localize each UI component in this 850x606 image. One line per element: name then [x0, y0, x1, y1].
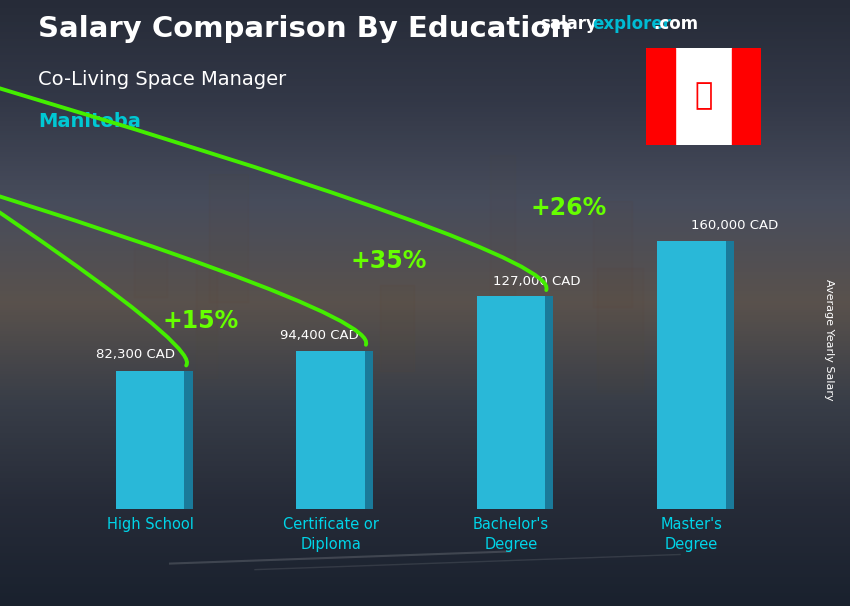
- Text: 127,000 CAD: 127,000 CAD: [493, 275, 581, 287]
- Text: +26%: +26%: [530, 196, 607, 220]
- Text: Average Yearly Salary: Average Yearly Salary: [824, 279, 834, 400]
- Text: +35%: +35%: [350, 249, 427, 273]
- Bar: [732, 48, 761, 145]
- Text: .com: .com: [654, 15, 699, 33]
- Bar: [646, 48, 675, 145]
- Bar: [78, 364, 126, 438]
- Text: 160,000 CAD: 160,000 CAD: [691, 219, 779, 232]
- Text: Co-Living Space Manager: Co-Living Space Manager: [38, 70, 286, 88]
- Bar: [250, 222, 270, 302]
- Text: 82,300 CAD: 82,300 CAD: [96, 348, 175, 361]
- Text: explorer: explorer: [592, 15, 672, 33]
- Text: Salary Comparison By Education: Salary Comparison By Education: [38, 15, 571, 43]
- Bar: [490, 193, 536, 336]
- Polygon shape: [116, 371, 184, 509]
- Polygon shape: [726, 241, 734, 509]
- Polygon shape: [365, 351, 373, 509]
- Text: +15%: +15%: [162, 308, 239, 333]
- Polygon shape: [657, 241, 726, 509]
- Polygon shape: [184, 371, 193, 509]
- Polygon shape: [545, 296, 553, 509]
- Text: 🍁: 🍁: [694, 81, 712, 110]
- Bar: [239, 167, 286, 310]
- Text: 94,400 CAD: 94,400 CAD: [280, 329, 359, 342]
- Bar: [543, 385, 560, 457]
- Bar: [717, 319, 764, 444]
- Text: Manitoba: Manitoba: [38, 112, 141, 131]
- Text: salary: salary: [540, 15, 597, 33]
- Polygon shape: [297, 351, 365, 509]
- Polygon shape: [477, 296, 545, 509]
- Bar: [215, 281, 238, 392]
- Bar: [587, 284, 614, 358]
